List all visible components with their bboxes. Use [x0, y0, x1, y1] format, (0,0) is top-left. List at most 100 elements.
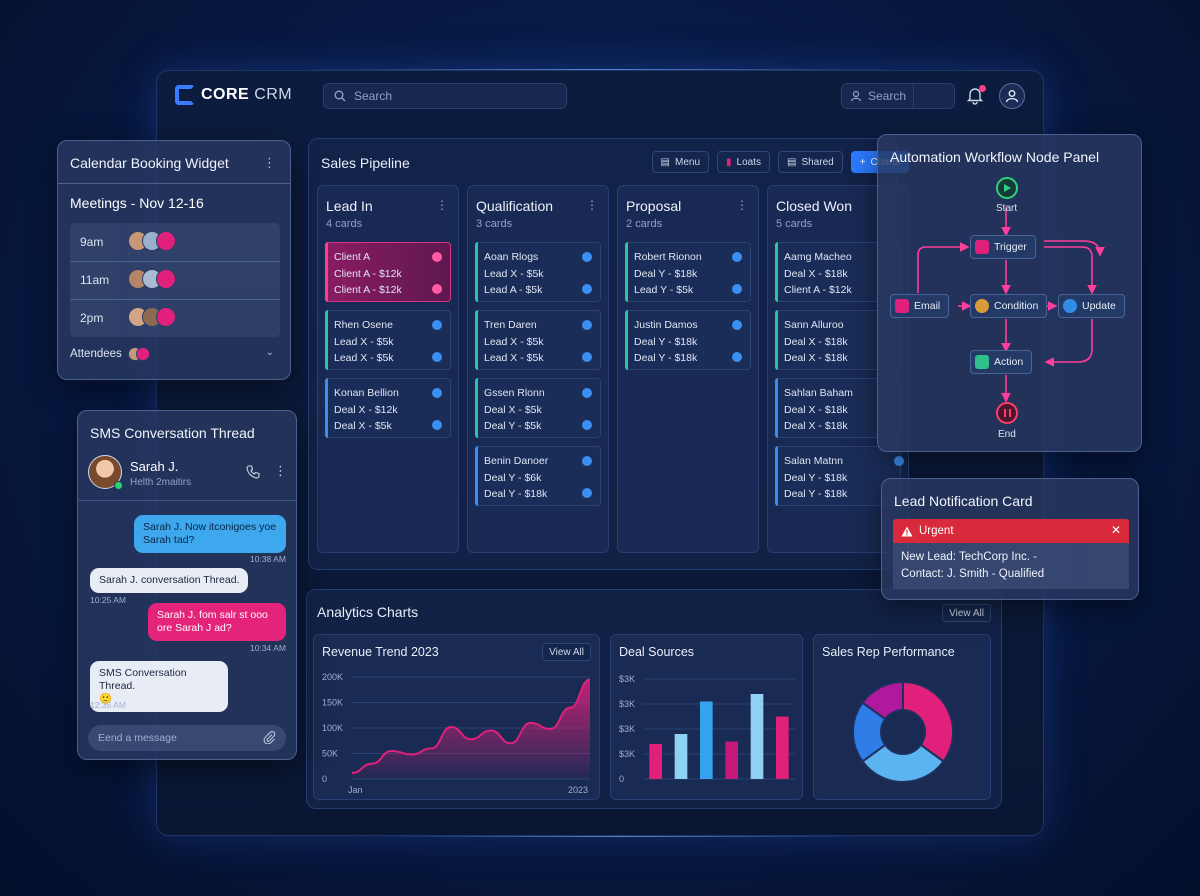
- check-icon: [732, 284, 742, 294]
- pipeline-column-qualification: Qualification 3 cards ⋮ Aoan Rlogs Lead …: [467, 185, 609, 553]
- y-tick-label: $3K: [619, 699, 635, 709]
- user-search-input[interactable]: Search: [841, 83, 955, 109]
- y-tick-label: 0: [322, 774, 327, 784]
- attendees-label: Attendees: [70, 348, 122, 360]
- logo[interactable]: CORE CRM: [175, 85, 292, 105]
- message-input[interactable]: Eend a message: [88, 725, 286, 751]
- time-slot[interactable]: 2pm: [70, 299, 280, 337]
- deal-card[interactable]: Rhen Osene Lead X - $5k Lead X - $5k: [325, 310, 451, 370]
- message-time: 10:25 AM: [90, 595, 126, 605]
- paperclip-icon[interactable]: [263, 731, 276, 744]
- column-menu-icon[interactable]: ⋮: [586, 198, 598, 212]
- column-count: 4 cards: [326, 218, 363, 230]
- pie-slice: [902, 680, 954, 763]
- revenue-view-all-button[interactable]: View All: [542, 643, 591, 661]
- loats-button[interactable]: ▮ Loats: [717, 151, 770, 173]
- card-name: Robert Rionon: [634, 251, 702, 263]
- y-tick-label: $3K: [619, 749, 635, 759]
- deal-card[interactable]: Robert Rionon Deal Y - $18k Lead Y - $5k: [625, 242, 751, 302]
- stop-icon[interactable]: [996, 402, 1018, 424]
- column-title: Closed Won: [776, 198, 853, 214]
- topbar: CORE CRM Search Search: [157, 71, 1043, 123]
- area-fill: [352, 679, 590, 779]
- smile-emoji-icon: 🙂: [99, 693, 113, 705]
- card-line: Deal X - $5k: [334, 420, 392, 432]
- shared-button[interactable]: ▤ Shared: [778, 151, 843, 173]
- email-node[interactable]: Email: [890, 294, 950, 318]
- deal-card[interactable]: Justin Damos Deal Y - $18k Deal Y - $18k: [625, 310, 751, 370]
- deal-card[interactable]: Client A Client A - $12k Client A - $12k: [325, 242, 451, 302]
- notifications-button[interactable]: [965, 85, 987, 107]
- pipeline-title: Sales Pipeline: [321, 155, 410, 171]
- chevron-down-icon[interactable]: ⌄: [265, 347, 274, 358]
- shared-label: Shared: [801, 156, 834, 168]
- y-tick-label: $3K: [619, 724, 635, 734]
- widget-title: Automation Workflow Node Panel: [890, 149, 1100, 165]
- condition-node[interactable]: Condition: [970, 294, 1048, 318]
- bar: [750, 694, 764, 779]
- time-slot[interactable]: 9am: [70, 223, 280, 261]
- search-input[interactable]: Search: [323, 83, 567, 109]
- column-title: Proposal: [626, 198, 682, 214]
- x-tick-label: 2023: [568, 785, 588, 795]
- notification-line: Contact: J. Smith - Qualified: [901, 568, 1045, 580]
- kebab-menu-icon[interactable]: ⋮: [274, 463, 287, 478]
- automation-workflow-panel: Automation Workflow Node Panel Start Tri…: [877, 134, 1142, 452]
- area-chart-svg: 0 50K 100K 150K 200K Jan 2023: [322, 672, 591, 795]
- bar: [725, 741, 738, 779]
- deal-card[interactable]: Gssen Rlonn Deal X - $5k Deal Y - $5k: [475, 378, 601, 438]
- calendar-booking-widget: Calendar Booking Widget ⋮ Meetings - Nov…: [57, 140, 291, 380]
- deal-card[interactable]: Salan Matnn Deal Y - $18k Deal Y - $18k: [775, 446, 904, 506]
- card-line: Lead Y - $5k: [634, 284, 694, 296]
- card-line: Lead X - $5k: [484, 267, 544, 280]
- attendees-row[interactable]: Attendees: [70, 347, 150, 361]
- column-menu-icon[interactable]: ⋮: [736, 198, 748, 212]
- card-line: Lead X - $5k: [334, 352, 394, 364]
- lead-notification-card: Lead Notification Card Urgent ✕ New Lead…: [881, 478, 1139, 600]
- message-time: 10:38 AM: [250, 554, 286, 564]
- column-count: 5 cards: [776, 218, 813, 230]
- deal-card[interactable]: Aoan Rlogs Lead X - $5k Lead A - $5k: [475, 242, 601, 302]
- card-name: Aoan Rlogs: [484, 251, 539, 263]
- analytics-charts: Analytics Charts View All Revenue Trend …: [306, 589, 1002, 809]
- message-incoming: SMS Conversation Thread. 🙂: [90, 661, 228, 712]
- kebab-menu-icon[interactable]: ⋮: [263, 155, 276, 170]
- bar: [674, 734, 688, 779]
- conversation-header: Sarah J. Helth 2maitirs ⋮: [78, 451, 296, 501]
- deal-card[interactable]: Konan Bellion Deal X - $12k Deal X - $5k: [325, 378, 451, 438]
- message-placeholder: Eend a message: [98, 732, 177, 744]
- update-node[interactable]: Update: [1058, 294, 1125, 318]
- deal-card[interactable]: Benin Danoer Deal Y - $6k Deal Y - $18k: [475, 446, 601, 506]
- card-line: Deal Y - $18k: [484, 488, 548, 500]
- card-line: Lead A - $5k: [484, 284, 543, 296]
- close-icon[interactable]: ✕: [1110, 523, 1121, 537]
- card-line: Deal X - $18k: [784, 335, 848, 348]
- logo-icon: [175, 85, 195, 105]
- check-icon: [432, 420, 442, 430]
- time-slot[interactable]: 11am: [70, 261, 280, 299]
- logo-light: CRM: [254, 86, 293, 103]
- play-icon[interactable]: [996, 177, 1018, 199]
- loats-label: Loats: [736, 156, 761, 168]
- card-name: Sann Alluroo: [784, 319, 844, 331]
- analytics-view-all-button[interactable]: View All: [942, 604, 991, 622]
- notification-body[interactable]: New Lead: TechCorp Inc. - Contact: J. Sm…: [893, 543, 1129, 589]
- card-line: Deal X - $18k: [784, 420, 848, 432]
- action-icon: [975, 355, 989, 369]
- profile-button[interactable]: [999, 83, 1025, 109]
- glow-line: [380, 835, 860, 837]
- deal-card[interactable]: Tren Daren Lead X - $5k Lead X - $5k: [475, 310, 601, 370]
- urgent-banner: Urgent ✕: [893, 519, 1129, 543]
- trigger-node[interactable]: Trigger: [970, 235, 1036, 259]
- menu-button[interactable]: ▤ Menu: [651, 151, 710, 173]
- action-node[interactable]: Action: [970, 350, 1033, 374]
- check-icon: [582, 252, 592, 262]
- profile-icon: [1005, 90, 1019, 103]
- column-menu-icon[interactable]: ⋮: [436, 198, 448, 212]
- slot-avatars: [128, 269, 176, 289]
- phone-icon[interactable]: [246, 465, 260, 479]
- slot-time: 2pm: [80, 311, 104, 325]
- check-icon: [582, 352, 592, 362]
- y-tick-label: 200K: [322, 672, 343, 682]
- revenue-trend-chart: Revenue Trend 2023 View All 0 50K 100K 150K…: [313, 634, 600, 800]
